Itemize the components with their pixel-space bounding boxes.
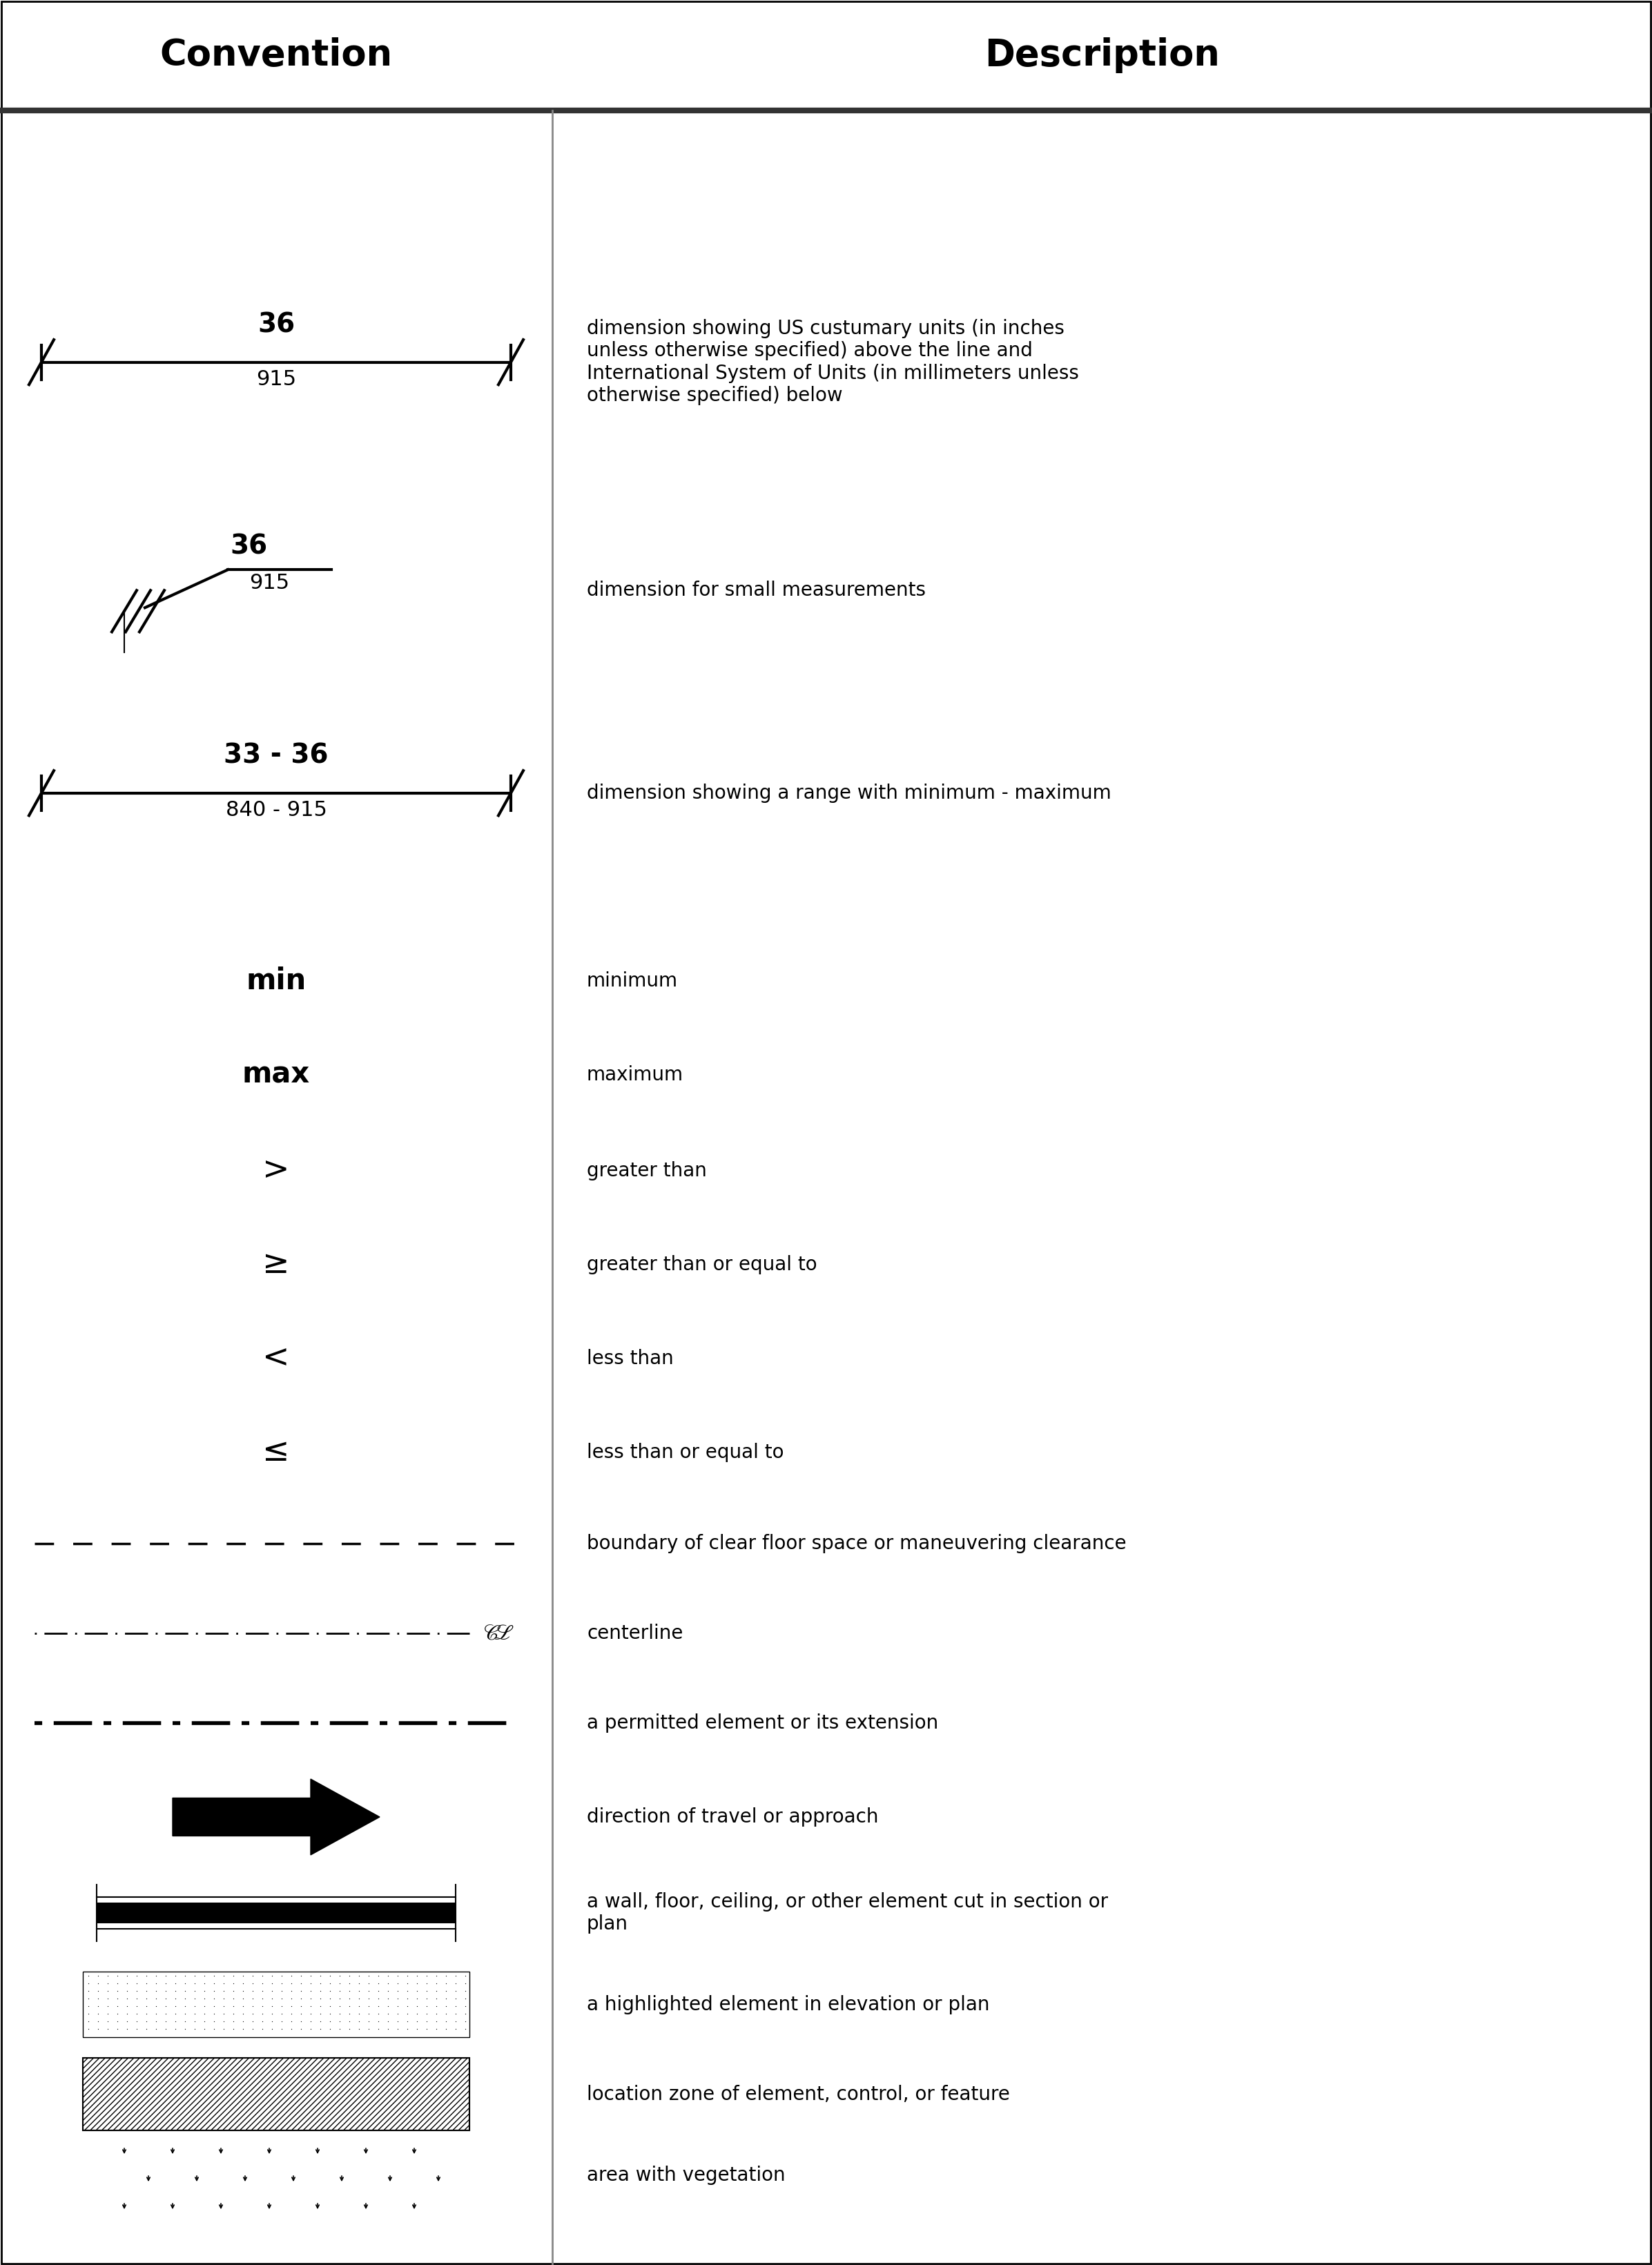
Text: min: min <box>246 967 306 994</box>
Text: 915: 915 <box>256 369 296 390</box>
Text: Convention: Convention <box>160 36 393 72</box>
Text: >: > <box>263 1155 289 1187</box>
Bar <box>97 1903 456 1923</box>
Text: $\mathscr{C}\!\!\mathscr{L}$: $\mathscr{C}\!\!\mathscr{L}$ <box>484 1624 514 1644</box>
Text: max: max <box>243 1060 311 1089</box>
Text: location zone of element, control, or feature: location zone of element, control, or fe… <box>586 2084 1009 2104</box>
Text: greater than: greater than <box>586 1162 707 1180</box>
Text: a wall, floor, ceiling, or other element cut in section or
plan: a wall, floor, ceiling, or other element… <box>586 1891 1108 1934</box>
Text: centerline: centerline <box>586 1624 682 1642</box>
Bar <box>83 2059 469 2131</box>
Text: 33 - 36: 33 - 36 <box>223 743 329 768</box>
Text: less than: less than <box>586 1348 674 1368</box>
Text: less than or equal to: less than or equal to <box>586 1443 785 1461</box>
Text: 840 - 915: 840 - 915 <box>225 800 327 820</box>
Text: 915: 915 <box>249 573 289 593</box>
Text: area with vegetation: area with vegetation <box>586 2165 785 2186</box>
Text: dimension for small measurements: dimension for small measurements <box>586 580 925 600</box>
Text: 36: 36 <box>230 532 268 559</box>
Text: ≤: ≤ <box>263 1436 289 1468</box>
Text: 36: 36 <box>258 313 294 337</box>
Bar <box>83 2059 469 2131</box>
Text: Description: Description <box>985 36 1219 72</box>
Text: maximum: maximum <box>586 1065 684 1085</box>
FancyArrow shape <box>172 1778 380 1855</box>
Text: dimension showing a range with minimum - maximum: dimension showing a range with minimum -… <box>586 784 1112 802</box>
Text: greater than or equal to: greater than or equal to <box>586 1255 818 1275</box>
Text: a highlighted element in elevation or plan: a highlighted element in elevation or pl… <box>586 1995 990 2014</box>
Text: direction of travel or approach: direction of travel or approach <box>586 1807 879 1826</box>
Text: minimum: minimum <box>586 972 677 990</box>
Text: ≥: ≥ <box>263 1248 289 1280</box>
Text: dimension showing US custumary units (in inches
unless otherwise specified) abov: dimension showing US custumary units (in… <box>586 319 1079 405</box>
Text: boundary of clear floor space or maneuvering clearance: boundary of clear floor space or maneuve… <box>586 1533 1127 1554</box>
Bar <box>83 1973 469 2038</box>
Text: <: < <box>263 1343 289 1375</box>
Text: a permitted element or its extension: a permitted element or its extension <box>586 1712 938 1733</box>
